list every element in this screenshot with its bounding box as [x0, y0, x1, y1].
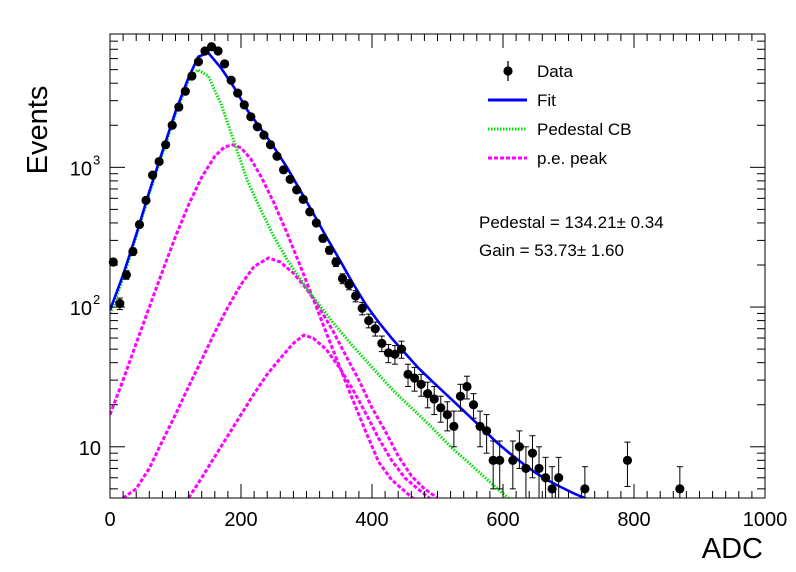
data-point — [278, 165, 289, 175]
data-point — [390, 349, 400, 359]
data-point — [200, 46, 210, 56]
data-point — [534, 463, 544, 474]
data-point — [436, 403, 446, 413]
data-point — [154, 156, 164, 167]
data-point — [318, 233, 328, 244]
data-point — [108, 257, 118, 267]
x-tick-label: 0 — [104, 509, 115, 531]
data-point — [305, 207, 315, 217]
data-point — [377, 338, 387, 348]
data-point — [115, 298, 125, 309]
x-axis-title: ADC — [702, 533, 763, 565]
data-point — [213, 46, 223, 56]
gain-annotation: Gain = 53.73± 1.60 — [479, 241, 624, 260]
data-point — [174, 102, 184, 112]
data-point — [285, 174, 295, 184]
data-point — [442, 409, 452, 420]
legend: Data Fit Pedestal CB p.e. peak — [488, 61, 632, 168]
data-point — [508, 455, 518, 465]
data-point — [495, 455, 505, 465]
y-axis-title: Events — [22, 86, 54, 175]
data-point — [147, 170, 158, 180]
data-point — [311, 218, 321, 228]
data-point — [265, 140, 276, 150]
data-point — [246, 112, 256, 122]
data-point — [121, 270, 131, 280]
data-point — [423, 389, 433, 399]
data-point — [429, 394, 439, 404]
x-tick-label: 1000 — [743, 509, 788, 531]
data-point — [370, 324, 380, 334]
data-point — [527, 448, 538, 458]
data-point — [161, 140, 171, 150]
data-point — [180, 86, 190, 96]
series-line-pedestal-cb — [110, 68, 511, 498]
series-line-p-e-peak-2 — [122, 256, 439, 498]
data-point — [337, 273, 348, 284]
data-point — [482, 426, 492, 436]
data-point — [292, 185, 302, 195]
legend-label-pe-peak: p.e. peak — [537, 149, 607, 168]
x-axis-ticks: 0 200 400 600 800 1000 — [104, 34, 787, 531]
data-point — [128, 246, 138, 257]
legend-label-fit: Fit — [537, 91, 556, 110]
data-point — [357, 303, 367, 313]
data-point — [141, 195, 151, 205]
data-point — [554, 473, 564, 483]
data-point — [416, 379, 426, 389]
data-point — [540, 473, 551, 483]
data-point — [220, 59, 230, 69]
data-point — [580, 484, 590, 494]
data-point — [488, 455, 498, 465]
data-point — [675, 484, 685, 494]
data-point — [364, 316, 374, 326]
data-point — [298, 194, 308, 204]
data-point — [252, 122, 262, 132]
data-point — [259, 130, 269, 140]
x-tick-label: 400 — [355, 509, 388, 531]
series-line-p-e-peak-1 — [110, 143, 415, 498]
data-point — [239, 100, 249, 110]
data-point — [455, 391, 466, 401]
x-tick-label: 600 — [486, 509, 519, 531]
data-point — [468, 400, 479, 410]
y-tick-label: 10 — [79, 438, 101, 460]
data-point — [462, 381, 472, 392]
data-point — [272, 151, 282, 161]
data-point — [351, 291, 361, 301]
data-point — [547, 484, 557, 494]
y-tick-label: 10 — [70, 298, 92, 320]
data-point — [331, 257, 341, 267]
y-tick-exponent: 2 — [93, 292, 100, 307]
data-point — [233, 88, 243, 98]
data-points — [108, 42, 685, 499]
data-point — [344, 279, 354, 290]
data-point — [514, 442, 524, 452]
legend-label-data: Data — [537, 62, 573, 81]
data-point — [324, 245, 335, 255]
data-point — [187, 71, 197, 81]
series-line-p-e-peak-3 — [187, 333, 432, 498]
x-tick-label: 200 — [224, 509, 257, 531]
legend-label-pedestal: Pedestal CB — [537, 120, 632, 139]
y-tick-label: 10 — [70, 158, 92, 180]
data-point — [226, 75, 236, 85]
data-point — [409, 373, 420, 383]
data-point — [134, 219, 145, 230]
pedestal-annotation: Pedestal = 134.21± 0.34 — [479, 213, 664, 232]
data-point — [206, 42, 217, 52]
data-point — [167, 120, 177, 130]
data-point — [475, 421, 485, 431]
y-tick-exponent: 3 — [93, 152, 100, 167]
data-point — [622, 455, 633, 465]
x-tick-label: 800 — [617, 509, 650, 531]
data-point — [193, 57, 204, 67]
data-point — [449, 421, 459, 431]
data-point — [396, 344, 407, 354]
data-point — [521, 463, 531, 474]
legend-data-marker — [503, 66, 513, 76]
